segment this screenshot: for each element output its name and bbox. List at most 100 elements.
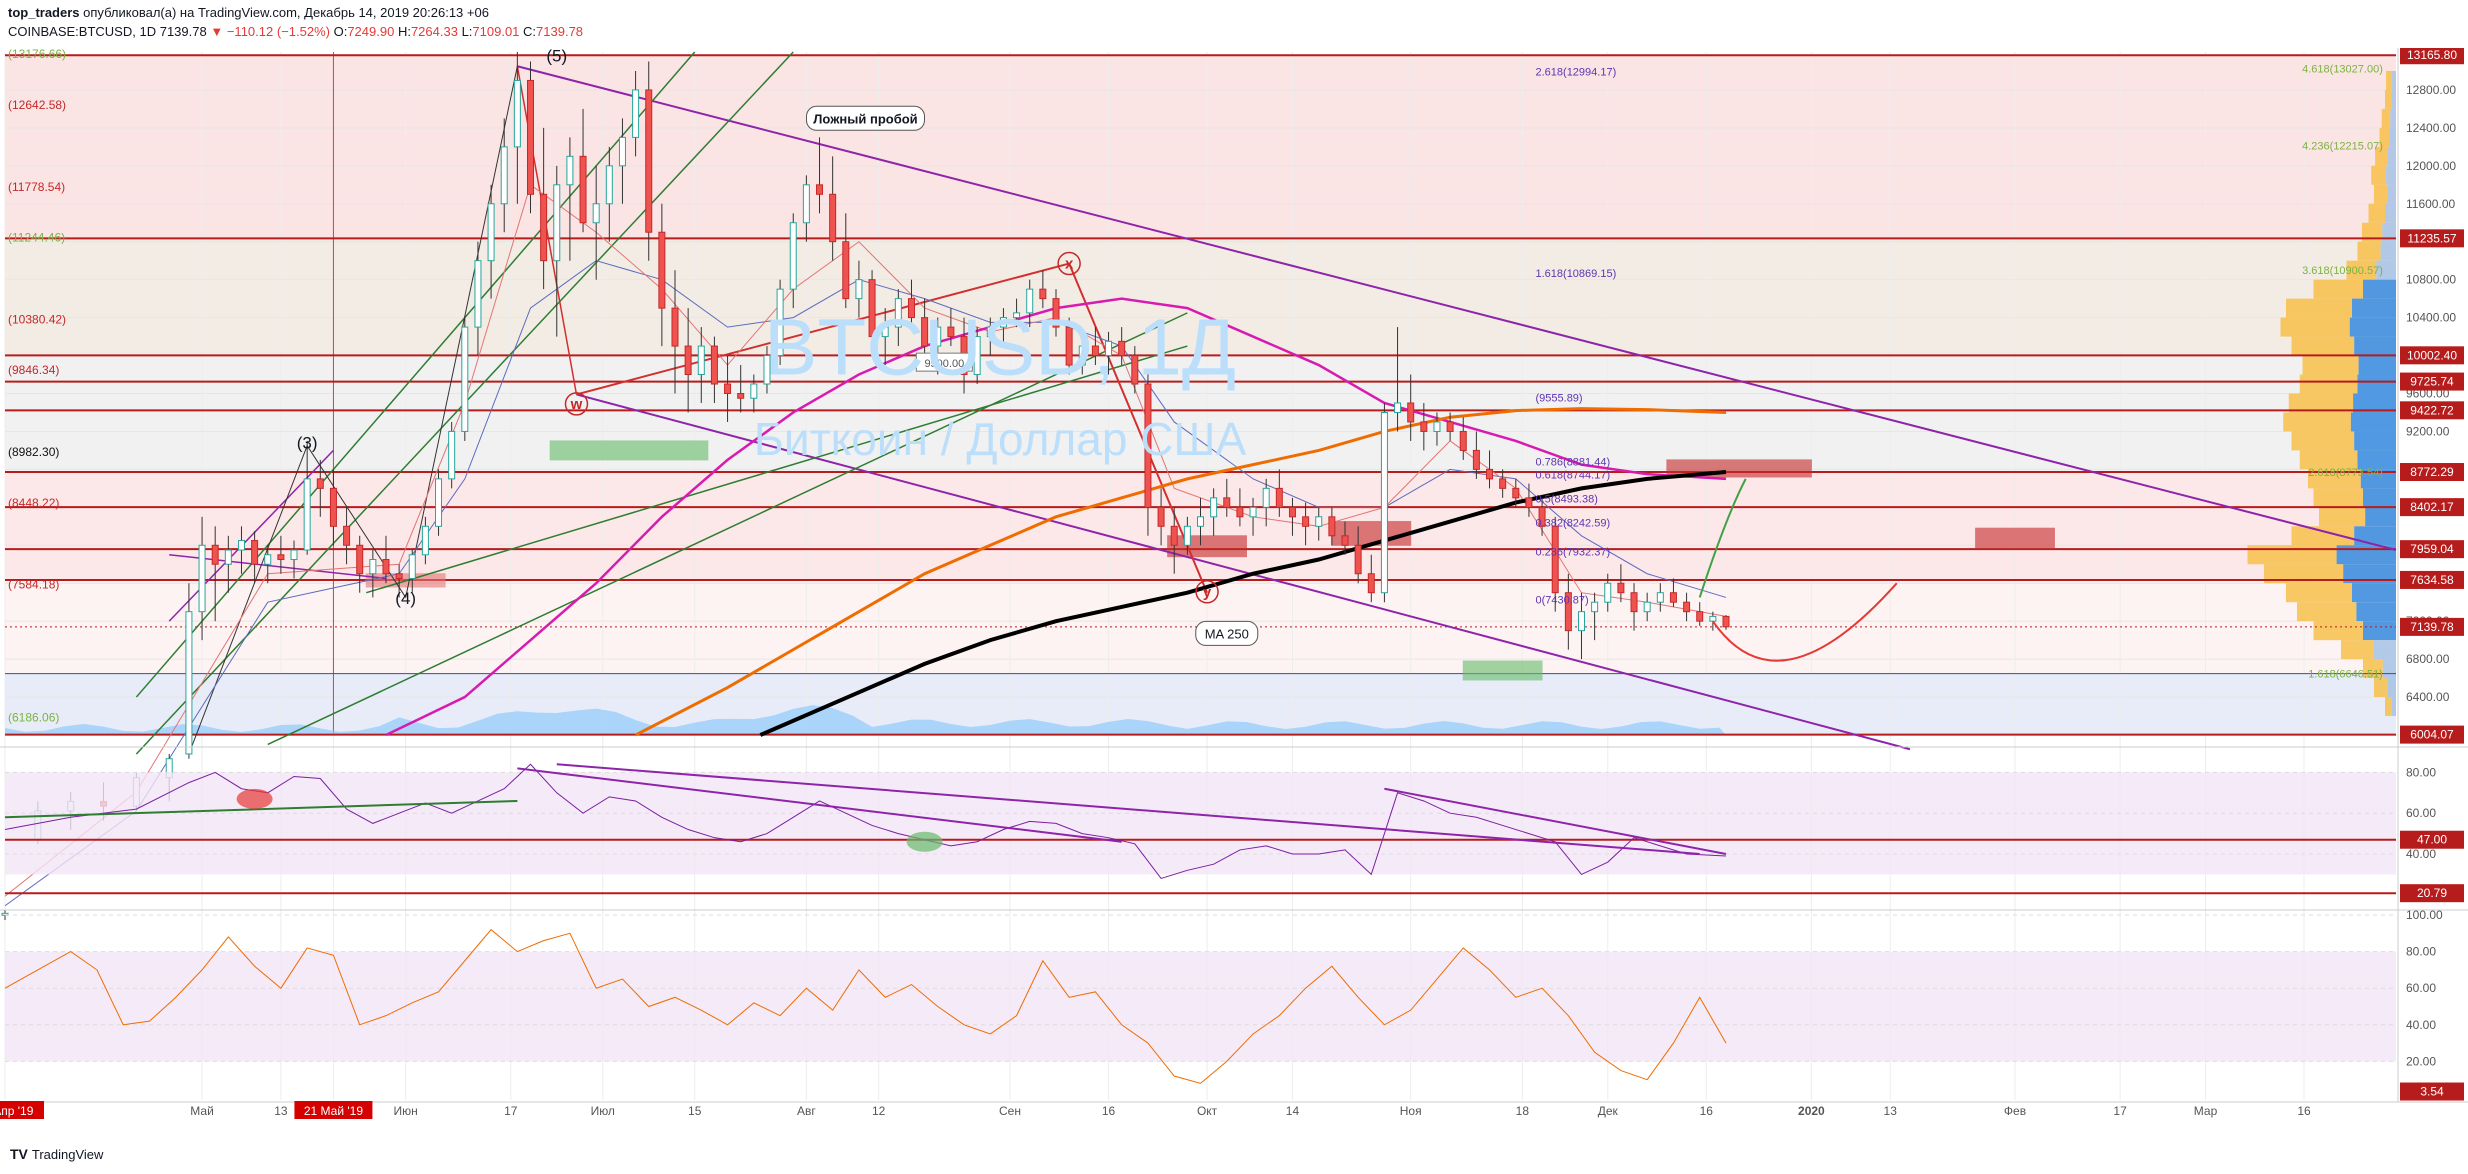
candle-body — [1026, 288, 1034, 314]
volume-profile-bar — [2357, 241, 2381, 261]
volume-profile-bar — [2379, 127, 2390, 147]
candle-body — [421, 525, 429, 556]
fib-label: 0.5(8493.38) — [1536, 493, 1598, 505]
price-tick-label: 9200.00 — [2406, 424, 2450, 438]
volume-profile-bar — [2385, 697, 2392, 717]
price-level-tag — [2400, 463, 2464, 482]
candle-body — [1275, 487, 1283, 508]
candle-body — [1078, 345, 1086, 366]
candle-body — [1656, 592, 1664, 603]
ma-orange-line — [634, 407, 1727, 737]
price-level-tag-text: 10002.40 — [2407, 348, 2457, 362]
candle-body — [290, 549, 298, 561]
price-level-tag — [2400, 540, 2464, 559]
wave-marker — [564, 392, 589, 416]
watermark-name: Биткоин / Доллар США — [754, 413, 1247, 465]
rsi-trend-line — [1384, 787, 1727, 855]
time-tick-label: Сен — [999, 1104, 1021, 1118]
price-level-tag-text: 7139.78 — [2410, 620, 2454, 634]
time-tick-label: 17 — [2113, 1104, 2127, 1118]
rsi-tick-label: 40.00 — [2406, 847, 2436, 861]
rsi-trend-line — [4, 799, 518, 819]
price-level-tag — [2400, 48, 2464, 65]
candle-body — [763, 355, 771, 385]
candle-body — [1486, 468, 1494, 480]
candle-body — [1709, 615, 1717, 622]
candle-body — [1591, 601, 1599, 613]
candle-body — [474, 260, 482, 328]
candle-body — [1512, 487, 1520, 499]
time-tick-label: Дек — [1598, 1104, 1619, 1118]
volume-profile-bar — [2319, 507, 2366, 527]
wave-label: (4) — [395, 589, 416, 608]
volume-profile-bar — [2387, 184, 2396, 204]
time-tick-label: Ноя — [1400, 1104, 1422, 1118]
time-tick-label: Авг — [797, 1104, 816, 1118]
wave-label: w — [570, 396, 583, 413]
candle-body — [1380, 411, 1388, 594]
left-fib-label: (11244.46) — [8, 231, 65, 245]
volume-profile-bar — [2291, 336, 2355, 356]
candle-body — [382, 559, 390, 575]
fib-label: (9555.89) — [1536, 393, 1583, 405]
trend-line — [267, 312, 1188, 746]
down-arrow-icon: ▼ — [210, 24, 224, 39]
open-value: 7249.90 — [347, 24, 395, 39]
volume-profile-bar — [2382, 222, 2396, 242]
ma-250-line — [759, 470, 1727, 737]
price-level-tag — [2400, 570, 2464, 589]
candle-body — [1144, 383, 1152, 508]
open-label: O: — [333, 24, 348, 39]
price-chart[interactable]: (5) (3) (4) w x y Ложный пробой MA 250 9500.00 2.… — [0, 48, 2468, 1142]
price-level-tag-text: 9725.74 — [2410, 375, 2454, 389]
candle-body — [789, 222, 797, 290]
candle-body — [921, 317, 929, 347]
candle-body — [1683, 601, 1691, 613]
osc-level-tag-text: 3.54 — [2420, 1085, 2444, 1099]
time-tick-label: 13 — [274, 1104, 288, 1118]
candle-body — [1696, 611, 1704, 622]
candle-body — [1394, 402, 1402, 413]
zone-fill-top — [5, 55, 2396, 239]
price-level-tag-text: 13165.80 — [2407, 48, 2457, 62]
volume-profile-bar — [2291, 431, 2355, 451]
zone-box — [1975, 527, 2055, 550]
fib-label: 0(7430.87) — [1536, 594, 1589, 606]
price-tick-label: 10800.00 — [2406, 273, 2456, 287]
candle-body — [802, 184, 810, 224]
price-tick-label: 12400.00 — [2406, 121, 2456, 135]
time-tick-label: 16 — [1102, 1104, 1116, 1118]
price-tick-label: 10400.00 — [2406, 311, 2456, 325]
fib-label: 4.618(13027.00) — [2302, 63, 2383, 75]
volume-profile-bar — [2381, 108, 2391, 128]
volume-profile-bar — [2385, 203, 2396, 223]
volume-profile-bar — [2363, 279, 2396, 299]
price-level-tag — [2400, 498, 2464, 517]
price-callout-label: 9500.00 — [924, 358, 964, 370]
volume-profile-bar — [2385, 89, 2392, 109]
candle-body — [566, 155, 574, 186]
volume-profile-bar — [2354, 336, 2396, 356]
candle-body — [816, 184, 824, 195]
rsi-level-tag-text: 20.79 — [2417, 886, 2447, 900]
candle-body — [724, 383, 732, 394]
fib-label: 3.618(10900.57) — [2302, 265, 2383, 277]
tradingview-brand[interactable]: TradingView — [31, 1146, 104, 1162]
volume-profile-bar — [2392, 70, 2396, 90]
candle-body — [1052, 298, 1060, 328]
candle-body — [553, 184, 561, 262]
candle-body — [1315, 516, 1323, 527]
tradingview-logo-icon: TV — [10, 1146, 28, 1162]
low-label: L: — [461, 24, 473, 39]
author-name[interactable]: top_traders — [8, 5, 80, 20]
price-level-tag — [2400, 229, 2464, 248]
time-tick-label: Июн — [394, 1104, 418, 1118]
candle-body — [658, 231, 666, 309]
fib-label: 1.618(6646.51) — [2308, 669, 2383, 681]
fib-label: 2.618(8773.54) — [2308, 467, 2383, 479]
projection-arrow — [1698, 478, 1747, 598]
high-label: H: — [397, 24, 411, 39]
volume-profile-bar — [2313, 488, 2363, 508]
published-text: опубликовал(а) на TradingView.com, Декаб… — [83, 5, 489, 20]
candle-body — [1236, 506, 1244, 518]
